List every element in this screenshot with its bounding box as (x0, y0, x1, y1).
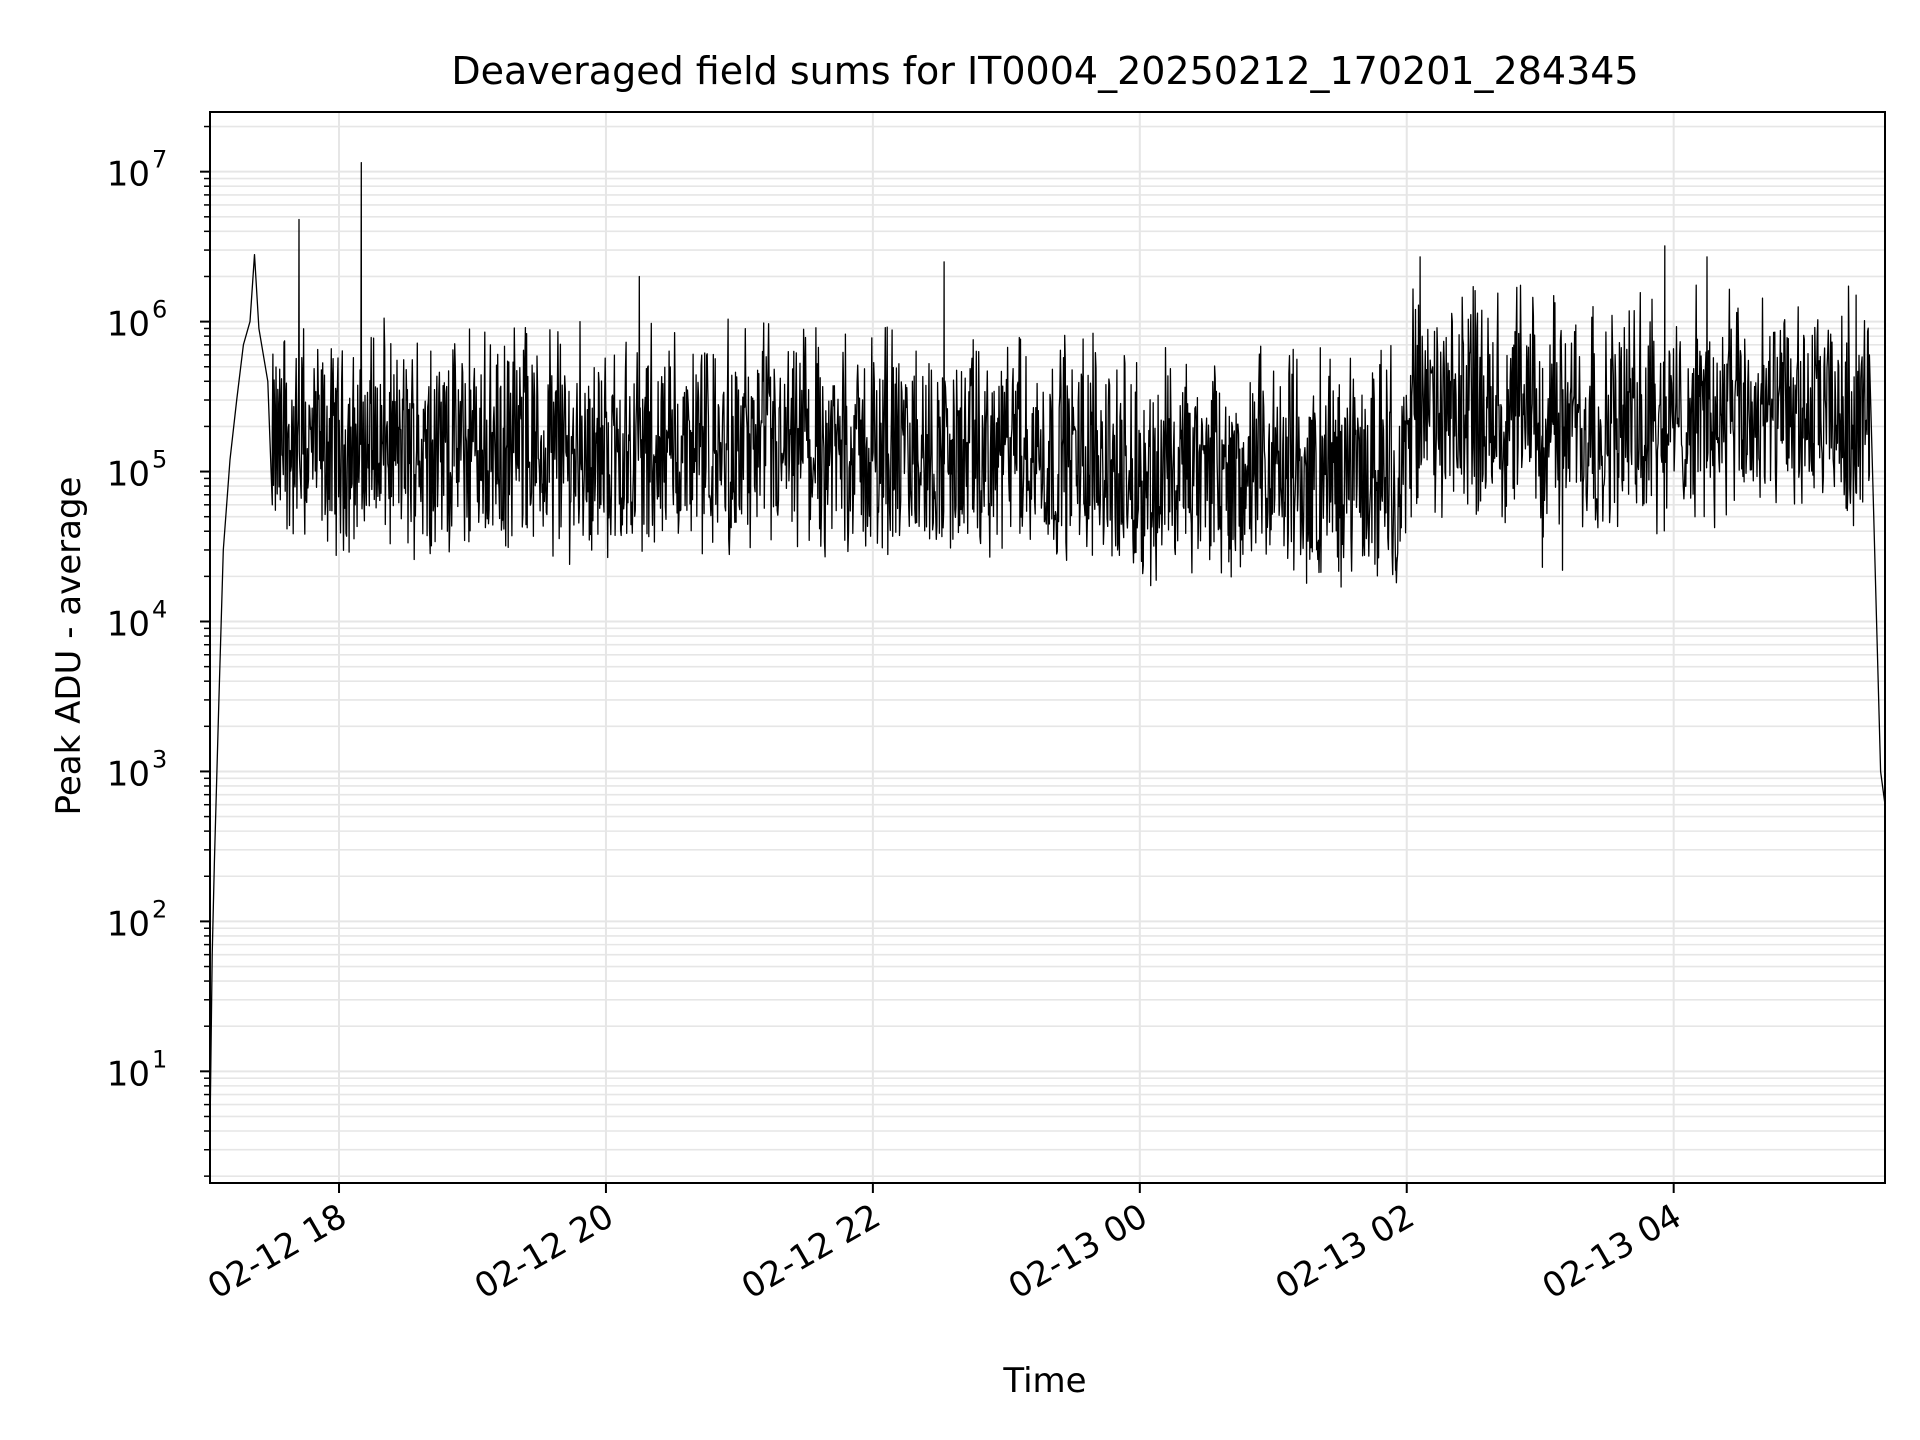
y-tick-base: 10 (107, 754, 150, 794)
y-tick-exponent: 3 (152, 745, 167, 773)
y-tick-label: 10 4 (107, 596, 168, 645)
chart-title: Deaveraged field sums for IT0004_2025021… (451, 49, 1638, 93)
series-line-group (210, 161, 1885, 1132)
y-tick-base: 10 (107, 155, 150, 195)
y-tick-label: 10 6 (107, 296, 168, 345)
y-tick-label: 10 2 (107, 895, 168, 944)
y-tick-base: 10 (107, 455, 150, 495)
grid (210, 112, 1885, 1183)
y-tick-base: 10 (107, 904, 150, 944)
plot-frame (209, 111, 1886, 1184)
y-tick-exponent: 4 (152, 596, 167, 624)
y-tick-label: 10 3 (107, 745, 168, 794)
y-tick-base: 10 (107, 605, 150, 645)
y-tick-label: 10 5 (107, 446, 168, 495)
y-tick-label: 10 7 (107, 146, 168, 195)
series-line (210, 161, 1885, 1132)
y-tick-exponent: 2 (152, 895, 167, 923)
y-axis-label: Peak ADU - average (49, 477, 89, 816)
y-tick-exponent: 7 (152, 146, 167, 174)
y-tick-base: 10 (107, 305, 150, 345)
x-axis-label: Time (1002, 1361, 1086, 1401)
y-tick-exponent: 6 (152, 296, 167, 324)
y-tick-base: 10 (107, 1054, 150, 1094)
y-tick-label: 10 1 (107, 1045, 168, 1094)
y-tick-exponent: 1 (152, 1045, 167, 1073)
y-tick-exponent: 5 (152, 446, 167, 474)
